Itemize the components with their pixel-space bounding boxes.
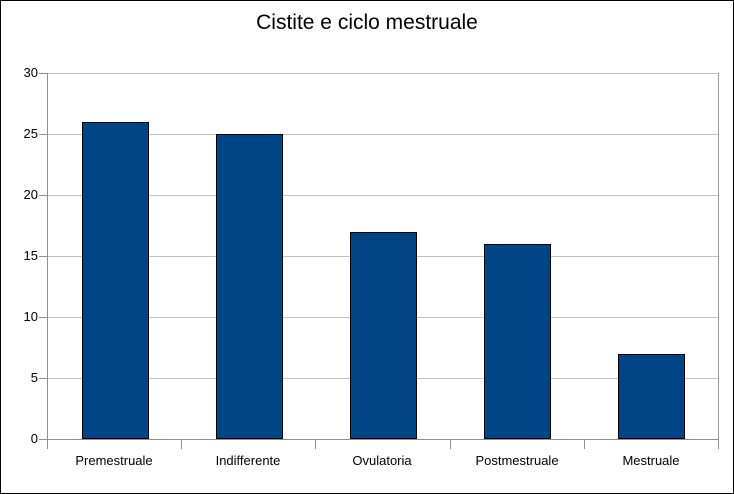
- x-tick-mark-5: [718, 440, 719, 449]
- plot-area: [47, 73, 719, 440]
- x-tick-mark-0: [47, 440, 48, 449]
- chart-title: Cistite e ciclo mestruale: [256, 11, 478, 34]
- bar-indifferente: [216, 134, 283, 439]
- category-label-indifferente: Indifferente: [215, 453, 281, 468]
- y-tick-label-10: 10: [23, 309, 38, 324]
- y-tick-label-20: 20: [23, 187, 38, 202]
- y-tick-mark-10: [39, 317, 47, 318]
- gridline-y30: [48, 73, 718, 74]
- x-tick-mark-2: [315, 440, 316, 449]
- y-tick-label-15: 15: [23, 248, 38, 263]
- category-label-mestruale: Mestruale: [622, 453, 680, 468]
- y-tick-mark-30: [39, 73, 47, 74]
- x-tick-mark-3: [450, 440, 451, 449]
- bar-premestruale: [82, 122, 149, 439]
- bar-postmestruale: [484, 244, 551, 439]
- y-tick-mark-15: [39, 256, 47, 257]
- bar-mestruale: [618, 354, 685, 439]
- category-label-postmestruale: Postmestruale: [475, 453, 559, 468]
- category-label-premestruale: Premestruale: [75, 453, 153, 468]
- y-tick-label-25: 25: [23, 126, 38, 141]
- y-tick-label-0: 0: [30, 431, 38, 446]
- y-tick-mark-5: [39, 378, 47, 379]
- bar-ovulatoria: [350, 232, 417, 439]
- y-tick-mark-25: [39, 134, 47, 135]
- gridline-y20: [48, 195, 718, 196]
- y-tick-label-5: 5: [30, 370, 38, 385]
- gridline-y25: [48, 134, 718, 135]
- y-tick-mark-20: [39, 195, 47, 196]
- x-tick-mark-4: [584, 440, 585, 449]
- y-tick-label-30: 30: [23, 65, 38, 80]
- x-tick-mark-1: [181, 440, 182, 449]
- category-label-ovulatoria: Ovulatoria: [352, 453, 412, 468]
- y-tick-mark-0: [39, 439, 47, 440]
